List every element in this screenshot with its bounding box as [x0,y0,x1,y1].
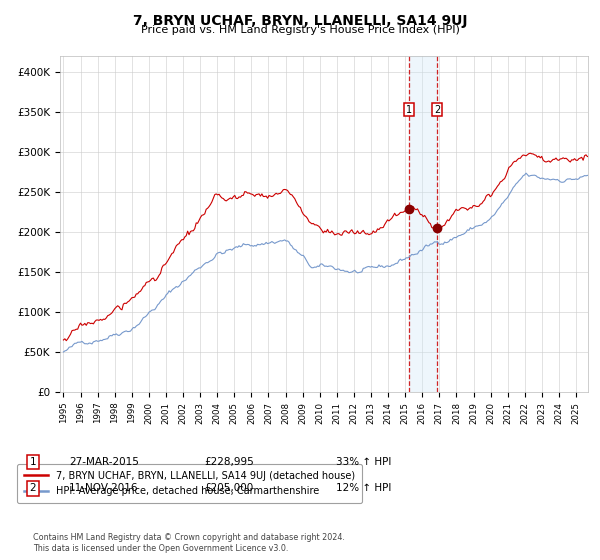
Bar [409,56,437,392]
Legend: 7, BRYN UCHAF, BRYN, LLANELLI, SA14 9UJ (detached house), HPI: Average price, de: 7, BRYN UCHAF, BRYN, LLANELLI, SA14 9UJ … [17,464,362,503]
Text: 2: 2 [434,105,440,115]
Text: 12% ↑ HPI: 12% ↑ HPI [336,483,391,493]
Text: 1: 1 [29,457,37,467]
Text: £205,000: £205,000 [204,483,253,493]
Text: £228,995: £228,995 [204,457,254,467]
Text: 7, BRYN UCHAF, BRYN, LLANELLI, SA14 9UJ: 7, BRYN UCHAF, BRYN, LLANELLI, SA14 9UJ [133,14,467,28]
Text: 33% ↑ HPI: 33% ↑ HPI [336,457,391,467]
Text: 11-NOV-2016: 11-NOV-2016 [69,483,139,493]
Text: 27-MAR-2015: 27-MAR-2015 [69,457,139,467]
Text: 2: 2 [29,483,37,493]
Text: Contains HM Land Registry data © Crown copyright and database right 2024.
This d: Contains HM Land Registry data © Crown c… [33,533,345,553]
Text: 1: 1 [406,105,412,115]
Text: Price paid vs. HM Land Registry's House Price Index (HPI): Price paid vs. HM Land Registry's House … [140,25,460,35]
